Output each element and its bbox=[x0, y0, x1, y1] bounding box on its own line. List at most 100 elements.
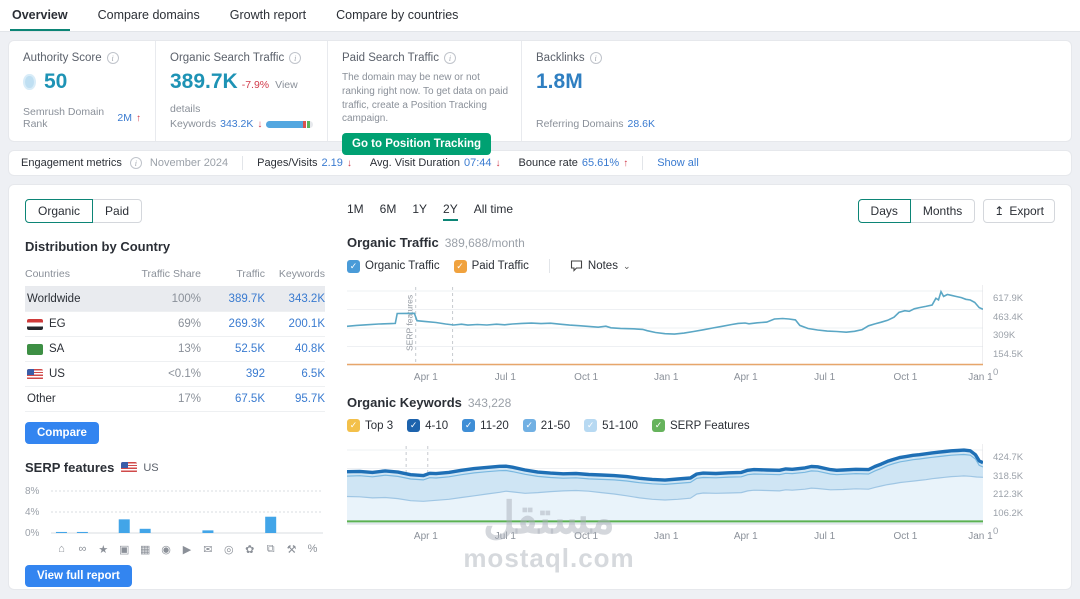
nav-tab-overview[interactable]: Overview bbox=[10, 0, 70, 31]
months-toggle-button[interactable]: Months bbox=[910, 199, 976, 223]
legend-item-11-20[interactable]: ✓ 11-20 bbox=[462, 419, 509, 432]
position-tracking-button[interactable]: Go to Position Tracking bbox=[342, 133, 492, 156]
referring-domains-value[interactable]: 28.6K bbox=[627, 118, 655, 130]
info-icon[interactable]: i bbox=[443, 52, 456, 64]
local-pack-icon[interactable]: ◎ bbox=[224, 544, 234, 556]
engagement-metric: Bounce rate 65.61% ↑ bbox=[518, 157, 629, 169]
organic-keywords-chart: 424.7K 318.5K 212.3K 106.2K 0 Apr 1 Jul 1 Oct 1… bbox=[346, 440, 1055, 544]
discount-icon[interactable]: % bbox=[307, 543, 318, 555]
country-row-other[interactable]: Other 17% 67.5K 95.7K bbox=[25, 387, 325, 412]
organic-toggle-button[interactable]: Organic bbox=[25, 199, 94, 223]
traffic-share-value: 13% bbox=[177, 343, 201, 355]
info-icon[interactable]: i bbox=[129, 157, 142, 169]
y-axis-label: 106.2K bbox=[993, 507, 1024, 519]
header-traffic-share: Traffic Share bbox=[141, 268, 201, 280]
keywords-value[interactable]: 40.8K bbox=[294, 343, 325, 355]
country-row-worldwide[interactable]: Worldwide 100% 389.7K 343.2K bbox=[25, 287, 325, 312]
nav-tab-compare-by-countries[interactable]: Compare by countries bbox=[336, 8, 459, 22]
url-icon[interactable]: ∞ bbox=[78, 543, 87, 555]
metric-cards: Authority Score i 50 Semrush Domain Rank 2… bbox=[8, 40, 1072, 156]
legend-item-51-100[interactable]: ✓ 51-100 bbox=[584, 419, 638, 432]
authority-score-icon bbox=[23, 74, 36, 90]
top-stories-icon[interactable]: ⧉ bbox=[266, 543, 275, 555]
nav-tab-compare-domains[interactable]: Compare domains bbox=[97, 8, 200, 22]
divider bbox=[548, 259, 550, 273]
range-tab-2y[interactable]: 2Y bbox=[443, 202, 458, 221]
legend-item-serp-features[interactable]: ✓ SERP Features bbox=[651, 419, 750, 432]
range-tab-1y[interactable]: 1Y bbox=[412, 201, 428, 216]
keywords-label: Keywords bbox=[170, 118, 217, 130]
info-icon[interactable]: i bbox=[106, 52, 119, 64]
country-row-sa[interactable]: SA 13% 52.5K 40.8K bbox=[25, 337, 325, 362]
traffic-legend: ✓ Organic Traffic ✓ Paid Traffic Notes ⌄ bbox=[347, 259, 1055, 273]
traffic-value[interactable]: 389.7K bbox=[228, 293, 265, 305]
authority-score-title: Authority Score bbox=[23, 52, 102, 64]
image-icon[interactable]: ▣ bbox=[119, 544, 130, 556]
show-all-link[interactable]: Show all bbox=[657, 157, 699, 169]
domain-rank-label: Semrush Domain Rank bbox=[23, 106, 105, 130]
range-tab-1m[interactable]: 1M bbox=[347, 201, 364, 216]
knowledge-panel-icon[interactable]: ✿ bbox=[245, 544, 255, 556]
traffic-value[interactable]: 67.5K bbox=[234, 393, 265, 405]
header-traffic: Traffic bbox=[236, 268, 265, 280]
video-icon[interactable]: ◉ bbox=[161, 544, 171, 556]
paid-toggle-button[interactable]: Paid bbox=[93, 199, 143, 223]
y-axis-label: 212.3K bbox=[993, 489, 1024, 500]
traffic-value[interactable]: 52.5K bbox=[234, 343, 265, 355]
traffic-value[interactable]: 269.3K bbox=[228, 318, 265, 330]
export-button[interactable]: ↥ Export bbox=[983, 199, 1055, 223]
nav-tab-growth-report[interactable]: Growth report bbox=[229, 8, 307, 22]
compare-button[interactable]: Compare bbox=[25, 422, 99, 444]
view-details-link[interactable]: View details bbox=[170, 79, 298, 115]
keywords-value[interactable]: 343.2K bbox=[288, 293, 325, 305]
checkbox-icon: ✓ bbox=[462, 419, 476, 432]
images-icon[interactable]: ▦ bbox=[139, 544, 151, 556]
serp-features-title: SERP features bbox=[25, 460, 115, 475]
country-name: US bbox=[25, 368, 111, 380]
x-axis-labels: Apr 1 Jul 1 Oct 1 Jan 1 Apr 1 Jul 1 Oct 1 Jan 1 bbox=[413, 531, 993, 542]
date-range-tabs: 1M 6M 1Y 2Y All time bbox=[347, 202, 513, 221]
keywords-value[interactable]: 200.1K bbox=[288, 318, 325, 330]
export-icon: ↥ bbox=[994, 204, 1005, 218]
engagement-date: November 2024 bbox=[149, 157, 229, 169]
us-flag-icon bbox=[121, 462, 138, 473]
keywords-legend: ✓ Top 3 ✓ 4-10 ✓ 11-20 ✓ 21-50 ✓ 51-100 ✓ SERP Feat… bbox=[347, 419, 1055, 432]
checkbox-icon: ✓ bbox=[407, 419, 421, 432]
traffic-value[interactable]: 392 bbox=[245, 368, 265, 380]
info-icon[interactable]: i bbox=[589, 52, 602, 64]
faq-icon[interactable]: ✉ bbox=[203, 544, 213, 556]
country-name: EG bbox=[25, 318, 111, 330]
engagement-metric: Avg. Visit Duration 07:44 ↓ bbox=[369, 157, 501, 169]
legend-item-4-10[interactable]: ✓ 4-10 bbox=[407, 419, 448, 432]
range-tab-6m[interactable]: 6M bbox=[379, 201, 397, 216]
traffic-share-value: 100% bbox=[171, 293, 201, 305]
legend-item-paid-traffic[interactable]: ✓ Paid Traffic bbox=[453, 259, 529, 273]
jobs-icon[interactable]: ⚒ bbox=[286, 544, 297, 556]
sitelinks-icon[interactable]: ⌂ bbox=[58, 543, 65, 555]
legend-item-top-3[interactable]: ✓ Top 3 bbox=[347, 419, 393, 432]
keywords-value[interactable]: 343.2K bbox=[220, 118, 254, 130]
country-table-header: Countries Traffic Share Traffic Keywords bbox=[25, 262, 325, 287]
days-toggle-button[interactable]: Days bbox=[857, 199, 911, 223]
eg-flag-icon bbox=[27, 318, 43, 330]
notes-icon bbox=[570, 260, 582, 272]
range-tab-all-time[interactable]: All time bbox=[473, 201, 514, 216]
organic-traffic-change: -7.9% bbox=[241, 79, 270, 91]
keywords-value[interactable]: 95.7K bbox=[294, 393, 325, 405]
country-name: Worldwide bbox=[27, 293, 81, 305]
legend-item-21-50[interactable]: ✓ 21-50 bbox=[522, 419, 570, 432]
serp-features-header: SERP features US bbox=[25, 460, 325, 475]
country-name: SA bbox=[25, 343, 111, 355]
keywords-value[interactable]: 6.5K bbox=[301, 368, 325, 380]
legend-item-organic-traffic[interactable]: ✓ Organic Traffic bbox=[347, 259, 440, 273]
domain-rank-value[interactable]: 2M bbox=[117, 112, 132, 124]
reviews-icon[interactable]: ★ bbox=[98, 544, 109, 556]
organic-traffic-chart: SERP features 617.9K 463.4K 309K 154.5K 0 Apr … bbox=[346, 281, 1055, 385]
notes-dropdown[interactable]: Notes ⌄ bbox=[570, 260, 631, 272]
country-row-us[interactable]: US <0.1% 392 6.5K bbox=[25, 362, 325, 387]
featured-video-icon[interactable]: ▶ bbox=[182, 544, 192, 556]
view-full-report-button[interactable]: View full report bbox=[25, 565, 132, 587]
y-axis-label: 617.9K bbox=[993, 293, 1024, 304]
country-row-eg[interactable]: EG 69% 269.3K 200.1K bbox=[25, 312, 325, 337]
info-icon[interactable]: i bbox=[289, 52, 302, 64]
